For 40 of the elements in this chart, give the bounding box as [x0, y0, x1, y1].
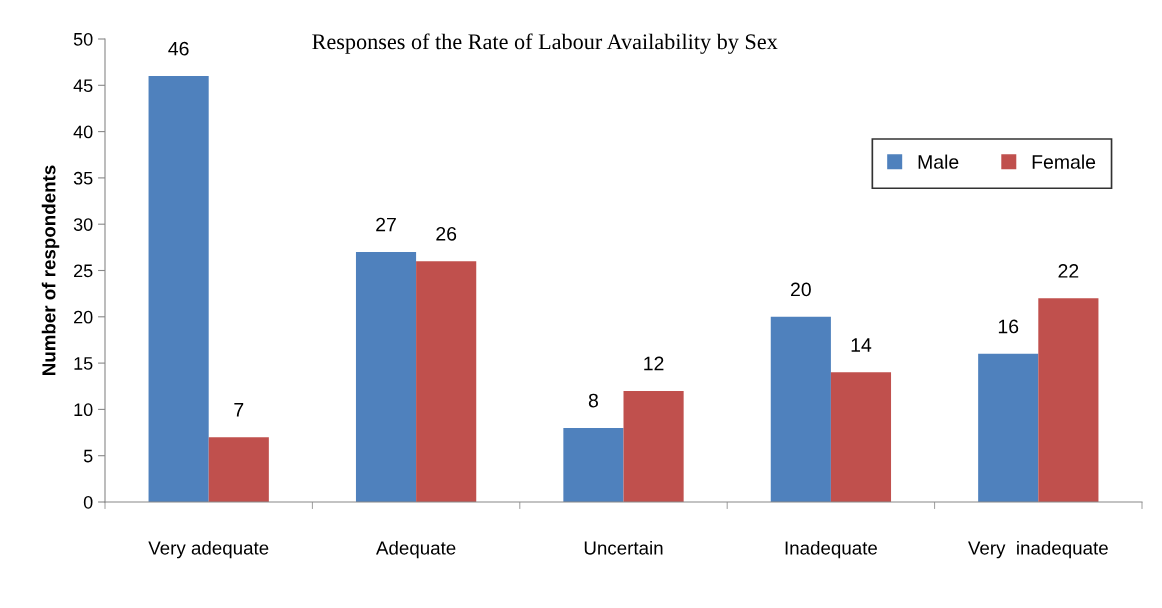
- data-label: 27: [376, 217, 396, 232]
- data-label: 46: [168, 41, 189, 56]
- data-label: 7: [234, 403, 244, 417]
- x-tick-label: Uncertain: [584, 540, 663, 555]
- bar: [623, 390, 684, 502]
- bar: [1038, 298, 1099, 502]
- data-label: 22: [1058, 264, 1079, 278]
- y-tick-label: 5: [83, 449, 93, 463]
- y-tick-label: 45: [73, 79, 93, 93]
- x-tick-label: Very adequate: [148, 540, 269, 559]
- y-tick-label: 35: [73, 171, 93, 185]
- chart-title: Responses of the Rate of Labour Availability by Sex: [312, 33, 778, 54]
- bar: [770, 316, 831, 502]
- bar: [355, 251, 417, 502]
- y-tick-label: 10: [74, 403, 93, 417]
- y-tick-label: 15: [74, 357, 93, 370]
- y-axis-title: Number of respondents: [41, 165, 60, 375]
- data-label: 16: [998, 319, 1019, 334]
- legend-label: Male: [918, 154, 959, 169]
- bar: [208, 437, 269, 502]
- bar: [416, 261, 477, 502]
- bar: [978, 353, 1039, 502]
- bar: [148, 76, 209, 502]
- data-label: 8: [588, 393, 598, 408]
- legend-label: Female: [1032, 154, 1096, 169]
- data-label: 20: [790, 282, 811, 297]
- x-tick-label: Very inadequate: [968, 540, 1108, 559]
- y-tick-label: 30: [73, 218, 93, 231]
- y-tick-label: 40: [73, 125, 93, 139]
- bar: [830, 372, 892, 502]
- x-tick-label: Inadequate: [785, 540, 877, 559]
- data-label: 14: [851, 338, 872, 352]
- y-tick-label: 50: [73, 32, 93, 46]
- bar: [563, 427, 624, 502]
- y-tick-label: 20: [74, 310, 93, 324]
- x-tick-label: Adequate: [376, 540, 456, 559]
- data-label: 12: [644, 356, 664, 371]
- y-tick-label: 0: [83, 495, 93, 509]
- y-tick-label: 25: [74, 264, 93, 278]
- data-label: 26: [436, 226, 457, 241]
